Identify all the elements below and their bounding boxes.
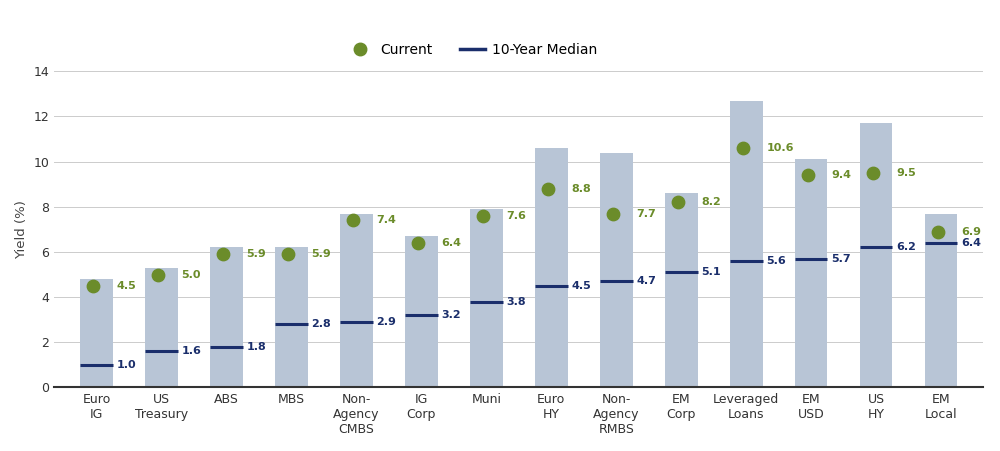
- Point: [540, 185, 556, 192]
- Point: [930, 228, 946, 235]
- Text: 9.4: 9.4: [831, 170, 851, 180]
- Bar: [535, 148, 568, 387]
- Text: 1.8: 1.8: [247, 342, 266, 352]
- Text: 4.7: 4.7: [636, 276, 656, 286]
- Text: 1.0: 1.0: [117, 360, 136, 370]
- Text: 5.0: 5.0: [182, 270, 201, 280]
- Point: [410, 239, 426, 247]
- Text: 3.8: 3.8: [507, 297, 526, 307]
- Text: 5.7: 5.7: [831, 254, 851, 264]
- Point: [605, 210, 621, 217]
- Text: 4.5: 4.5: [117, 281, 136, 291]
- Text: 3.2: 3.2: [442, 310, 461, 320]
- Bar: [795, 159, 827, 387]
- Bar: [665, 193, 698, 387]
- Text: 10.6: 10.6: [766, 143, 794, 153]
- Bar: [470, 209, 503, 387]
- Y-axis label: Yield (%): Yield (%): [15, 200, 28, 259]
- Text: 6.4: 6.4: [442, 238, 462, 248]
- Point: [215, 251, 231, 258]
- Text: 8.8: 8.8: [571, 184, 591, 193]
- Text: 6.2: 6.2: [896, 242, 916, 253]
- Legend: Current, 10-Year Median: Current, 10-Year Median: [342, 37, 603, 62]
- Text: 4.5: 4.5: [571, 281, 591, 291]
- Point: [865, 169, 881, 176]
- Text: 5.9: 5.9: [247, 249, 266, 259]
- Point: [735, 144, 751, 152]
- Bar: [275, 248, 308, 387]
- Point: [85, 282, 101, 290]
- Text: 8.2: 8.2: [701, 197, 721, 207]
- Text: 6.4: 6.4: [961, 238, 981, 248]
- Bar: [405, 236, 438, 387]
- Text: 5.9: 5.9: [312, 249, 331, 259]
- Bar: [145, 268, 178, 387]
- Text: 5.1: 5.1: [701, 267, 721, 277]
- Text: 6.9: 6.9: [961, 226, 981, 237]
- Point: [475, 212, 491, 219]
- Bar: [80, 279, 113, 387]
- Point: [800, 171, 816, 179]
- Text: 7.7: 7.7: [636, 208, 656, 219]
- Text: 1.6: 1.6: [182, 346, 202, 356]
- Bar: [925, 213, 957, 387]
- Point: [670, 198, 686, 206]
- Text: 7.6: 7.6: [507, 211, 526, 221]
- Point: [150, 271, 166, 278]
- Text: 5.6: 5.6: [766, 256, 786, 266]
- Text: 7.4: 7.4: [377, 215, 396, 226]
- Bar: [860, 123, 892, 387]
- Bar: [730, 101, 763, 387]
- Bar: [210, 248, 243, 387]
- Point: [345, 216, 361, 224]
- Point: [280, 251, 296, 258]
- Text: 9.5: 9.5: [896, 168, 916, 178]
- Bar: [340, 213, 373, 387]
- Text: 2.9: 2.9: [377, 317, 396, 327]
- Text: 2.8: 2.8: [312, 319, 331, 329]
- Bar: [600, 152, 633, 387]
